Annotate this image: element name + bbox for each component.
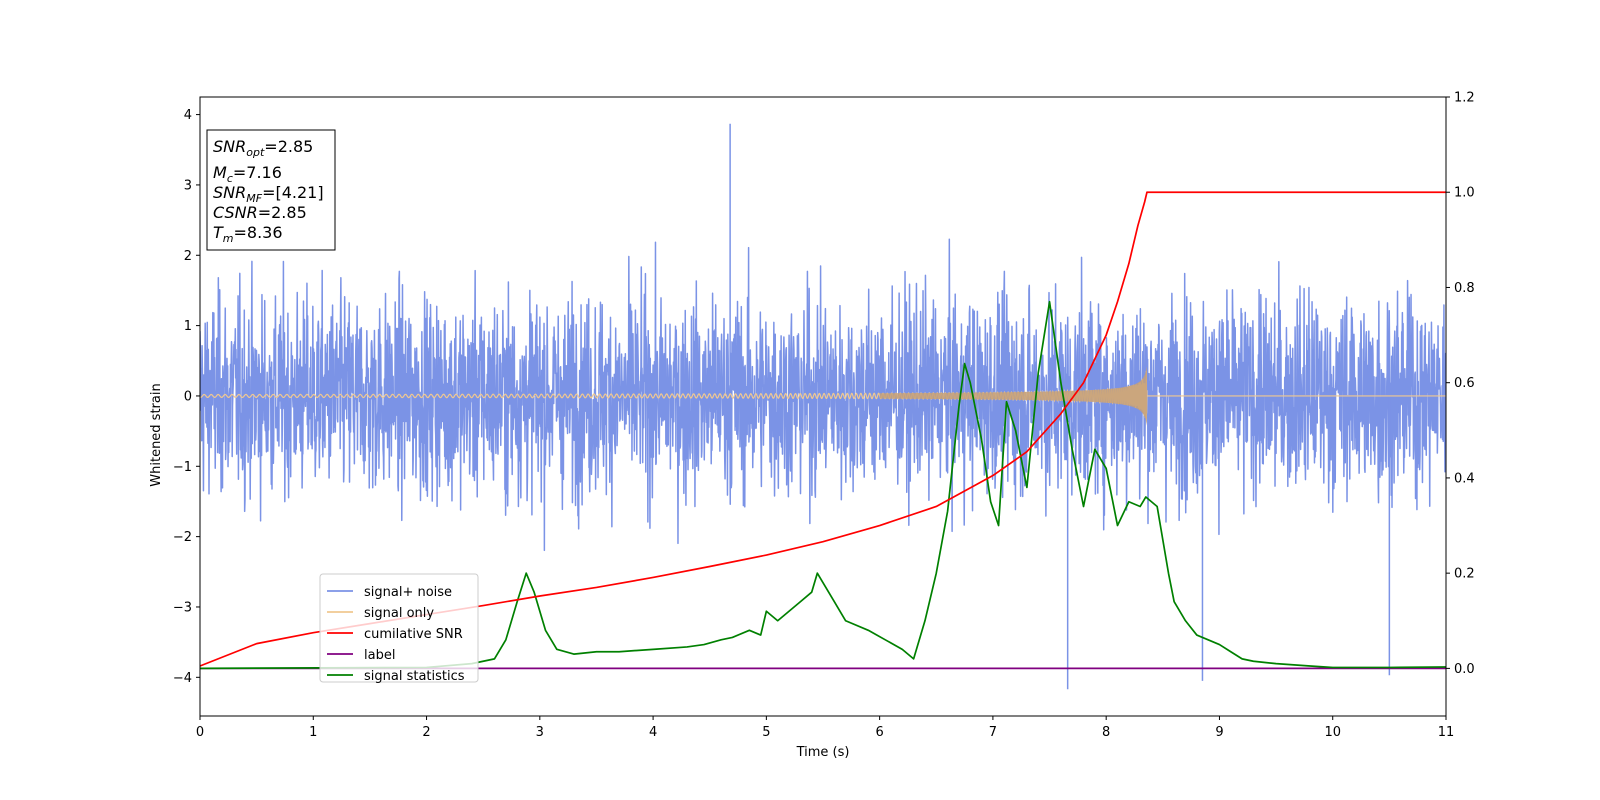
signal-statistics-line — [200, 300, 1446, 670]
legend-frame — [319, 573, 479, 683]
x-tick-label: 10 — [1324, 725, 1341, 740]
x-tick-label: 1 — [309, 725, 317, 740]
info-box-frame — [206, 129, 336, 251]
y-axis-left: −4 −3 −2 −1 0 1 2 3 4 — [173, 108, 200, 686]
info-box-line: Tm=8.36 — [213, 223, 283, 245]
x-tick-label: 4 — [649, 725, 657, 740]
x-tick-label: 6 — [875, 725, 883, 740]
legend-label-signal-only: signal only — [364, 606, 434, 621]
plot-frame — [199, 96, 1447, 717]
x-tick-label: 11 — [1438, 725, 1455, 740]
legend-label-label: label — [364, 648, 395, 663]
x-axis: 0 1 2 3 4 5 6 7 8 9 10 11 — [196, 716, 1454, 740]
y2-tick-label: 1.2 — [1454, 91, 1475, 106]
x-tick-label: 7 — [989, 725, 997, 740]
legend-label-cumilative-snr: cumilative SNR — [364, 627, 463, 642]
y-tick-label: 0 — [184, 389, 192, 404]
y2-tick-label: 1.0 — [1454, 186, 1475, 201]
legend: signal+ noise signal only cumilative SNR la… — [319, 573, 479, 684]
info-box-line: SNRMF=[4.21] — [213, 183, 324, 205]
signal-only-envelope — [879, 366, 1147, 426]
y-tick-label: 4 — [184, 108, 192, 123]
y-tick-label: 1 — [184, 319, 192, 334]
info-box-line: SNRopt=2.85 — [213, 137, 313, 159]
signal-noise-line — [200, 238, 1446, 552]
x-axis-label: Time (s) — [796, 745, 850, 760]
y-axis-label: Whitened strain — [149, 383, 164, 486]
legend-label-signal-statistics: signal statistics — [364, 669, 465, 684]
x-tick-label: 0 — [196, 725, 204, 740]
y2-tick-label: 0.0 — [1454, 662, 1475, 677]
y-tick-label: 2 — [184, 249, 192, 264]
y2-tick-label: 0.6 — [1454, 376, 1475, 391]
parameter-info-box: SNRopt=2.85 Mc=7.16SNRMF=[4.21]CSNR=2.85T… — [206, 129, 336, 251]
x-tick-label: 3 — [536, 725, 544, 740]
legend-label-signal-noise: signal+ noise — [364, 585, 452, 600]
x-tick-label: 5 — [762, 725, 770, 740]
signal-only-series — [200, 366, 1446, 426]
y2-tick-label: 0.8 — [1454, 281, 1475, 296]
y2-tick-label: 0.4 — [1454, 471, 1475, 486]
y-axis-right: 0.0 0.2 0.4 0.6 0.8 1.0 1.2 — [1446, 91, 1475, 677]
signal-noise-series — [200, 123, 1446, 690]
x-tick-label: 8 — [1102, 725, 1110, 740]
x-tick-label: 2 — [422, 725, 430, 740]
y-tick-label: −2 — [173, 530, 192, 545]
y-tick-label: −1 — [173, 460, 192, 475]
y-tick-label: −3 — [173, 600, 192, 615]
y2-tick-label: 0.2 — [1454, 567, 1475, 582]
x-tick-label: 9 — [1215, 725, 1223, 740]
info-box-line: Mc=7.16 — [213, 163, 282, 185]
y-tick-label: −4 — [173, 671, 192, 686]
y-tick-label: 3 — [184, 178, 192, 193]
info-box-line: CSNR=2.85 — [213, 203, 307, 222]
